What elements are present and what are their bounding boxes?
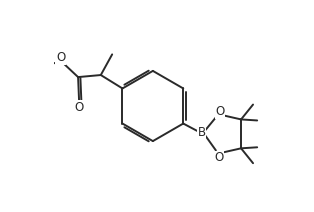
Text: O: O [74, 100, 84, 114]
Text: B: B [198, 126, 206, 139]
Text: O: O [56, 51, 65, 64]
Text: O: O [214, 151, 224, 164]
Text: O: O [215, 105, 225, 118]
